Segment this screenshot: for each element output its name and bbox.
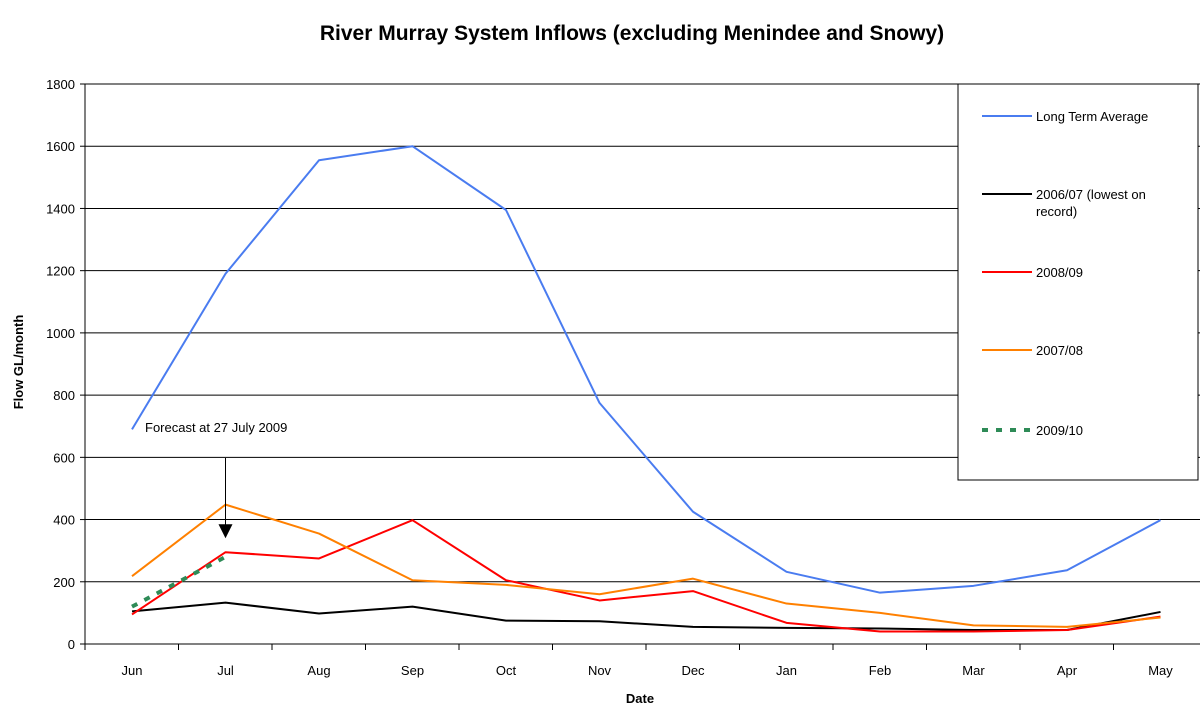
y-axis-title: Flow GL/month	[11, 315, 26, 410]
y-tick-label: 0	[68, 637, 75, 652]
x-tick-label: Feb	[869, 663, 891, 678]
annotation-layer: Forecast at 27 July 2009	[145, 420, 287, 539]
legend-label-2: 2008/09	[1036, 265, 1083, 280]
series-line-3	[131, 503, 1161, 628]
x-tick-label: Jun	[122, 663, 143, 678]
x-tick-label: Sep	[401, 663, 424, 678]
x-tick-label: Mar	[962, 663, 985, 678]
x-tick-label: Aug	[307, 663, 330, 678]
series-line-1	[131, 601, 1161, 631]
y-tick-label: 1200	[46, 264, 75, 279]
series-line-4	[131, 555, 227, 609]
y-tick-label: 1400	[46, 201, 75, 216]
y-tick-label: 800	[53, 388, 75, 403]
x-tick-label: Dec	[681, 663, 705, 678]
legend-label-4: 2009/10	[1036, 423, 1083, 438]
axes: 0 200 400 600 800 1000 1200 1400 1600 1800 Jun Jul A…	[46, 77, 1200, 678]
y-tick-label: 600	[53, 450, 75, 465]
series-layer	[131, 145, 1161, 633]
x-tick-label: Jul	[217, 663, 234, 678]
series-line-0	[131, 145, 1161, 594]
annotation-arrow-head	[218, 524, 233, 539]
legend-label-0: Long Term Average	[1036, 109, 1148, 124]
x-tick-label: May	[1148, 663, 1173, 678]
x-tick-label: Oct	[496, 663, 517, 678]
chart-title: River Murray System Inflows (excluding M…	[320, 22, 944, 45]
series-line-2	[131, 519, 1161, 633]
legend-label-3: 2007/08	[1036, 343, 1083, 358]
legend-label-1: 2006/07 (lowest on record)	[1036, 187, 1146, 219]
y-tick-label: 1000	[46, 326, 75, 341]
legend-box	[957, 83, 1199, 481]
x-tick-label: Jan	[776, 663, 797, 678]
x-tick-label: Nov	[588, 663, 612, 678]
y-tick-label: 400	[53, 513, 75, 528]
annotation-label: Forecast at 27 July 2009	[145, 420, 287, 435]
legend: Long Term Average 2006/07 (lowest on recor…	[957, 83, 1199, 481]
y-tick-label: 1800	[46, 77, 75, 92]
y-tick-label: 200	[53, 575, 75, 590]
x-axis-title: Date	[626, 691, 654, 706]
x-tick-label: Apr	[1057, 663, 1078, 678]
y-tick-label: 1600	[46, 139, 75, 154]
